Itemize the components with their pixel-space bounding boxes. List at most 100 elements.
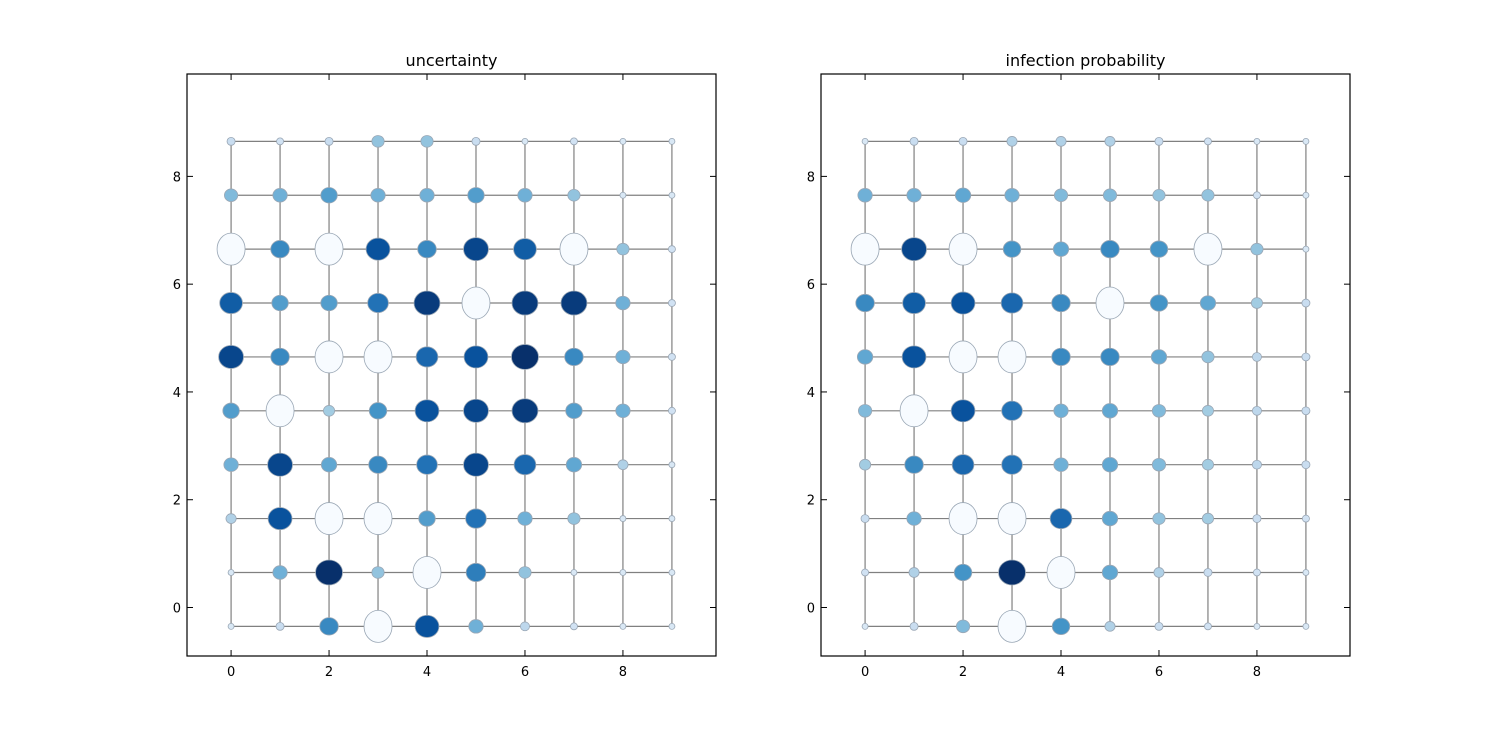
node-marker <box>1193 232 1223 266</box>
node-marker <box>1100 240 1120 259</box>
y-tick-label: 8 <box>173 170 181 185</box>
node-marker <box>420 135 434 148</box>
node-marker <box>225 513 237 524</box>
node-marker <box>222 402 240 419</box>
node-marker <box>559 232 589 266</box>
node-marker <box>619 191 627 199</box>
node-marker <box>1101 457 1119 473</box>
node-marker <box>997 609 1027 643</box>
node-marker <box>416 454 438 475</box>
y-tick-label: 0 <box>173 602 181 617</box>
node-marker <box>567 188 581 202</box>
node-marker <box>1251 405 1262 416</box>
node-marker <box>668 137 676 145</box>
node-marker <box>1301 352 1311 362</box>
node-marker <box>857 188 873 203</box>
node-marker <box>619 569 627 576</box>
node-marker <box>861 137 869 145</box>
node-marker <box>323 405 336 417</box>
node-marker <box>668 191 676 199</box>
node-marker <box>1049 508 1073 530</box>
node-marker <box>1101 403 1119 419</box>
node-marker <box>667 406 676 415</box>
node-marker <box>1101 564 1119 581</box>
node-marker <box>954 187 972 203</box>
node-marker <box>953 563 973 582</box>
node-marker <box>461 286 491 320</box>
node-marker <box>1152 512 1166 525</box>
x-tick-label: 4 <box>1057 665 1065 680</box>
node-marker <box>667 353 676 361</box>
x-tick-label: 2 <box>325 665 333 680</box>
node-marker <box>667 245 676 254</box>
node-marker <box>517 511 533 526</box>
node-marker <box>467 187 485 204</box>
node-marker <box>616 242 630 256</box>
node-marker <box>668 461 676 469</box>
node-marker <box>570 569 578 576</box>
node-marker <box>617 459 629 470</box>
y-tick-label: 6 <box>173 278 181 293</box>
node-marker <box>272 565 288 580</box>
node-marker <box>412 556 442 589</box>
lattice-lines <box>230 140 673 627</box>
node-marker <box>363 502 393 535</box>
node-marker <box>1046 556 1076 589</box>
axes-frame <box>820 73 1351 657</box>
node-marker <box>320 187 338 204</box>
node-marker <box>227 569 235 576</box>
node-marker <box>1051 617 1071 635</box>
node-marker <box>1302 569 1310 576</box>
node-marker <box>570 137 578 146</box>
node-marker <box>998 559 1026 586</box>
node-marker <box>1301 298 1311 308</box>
y-tick-label: 4 <box>173 386 181 401</box>
node-marker <box>1253 191 1261 200</box>
node-marker <box>1006 136 1018 147</box>
node-marker <box>414 399 440 423</box>
node-marker <box>371 566 385 579</box>
y-tick-label: 2 <box>173 494 181 509</box>
node-marker <box>1149 294 1169 312</box>
node-marker <box>513 238 537 261</box>
node-marker <box>861 568 870 577</box>
node-marker <box>1102 188 1118 202</box>
node-marker <box>901 345 927 369</box>
node-marker <box>517 188 533 203</box>
node-marker <box>619 137 627 145</box>
node-marker <box>521 137 529 145</box>
node-marker <box>615 295 631 311</box>
node-marker <box>1151 457 1167 472</box>
x-tick-label: 6 <box>1155 665 1163 680</box>
node-marker <box>909 137 919 146</box>
node-marker <box>272 188 288 203</box>
node-marker <box>1152 188 1166 202</box>
node-marker <box>1204 622 1212 631</box>
node-marker <box>565 457 583 473</box>
node-marker <box>901 237 927 262</box>
node-marker <box>1302 245 1310 253</box>
node-marker <box>1149 240 1169 258</box>
node-marker <box>320 457 338 473</box>
node-marker <box>1302 191 1310 199</box>
node-marker <box>275 622 285 631</box>
node-marker <box>850 232 880 266</box>
node-marker <box>513 454 537 476</box>
node-marker <box>1151 404 1167 418</box>
node-marker <box>265 394 295 428</box>
node-marker <box>909 622 919 631</box>
panel-title: infection probability <box>1006 51 1166 70</box>
node-marker <box>314 502 344 535</box>
node-marker <box>223 457 239 472</box>
node-marker <box>1253 622 1261 630</box>
node-marker <box>511 398 539 424</box>
node-marker <box>224 188 239 202</box>
node-marker <box>860 514 870 523</box>
x-tick-label: 0 <box>861 665 869 680</box>
node-marker <box>368 455 388 474</box>
axes-frame <box>186 73 717 657</box>
node-marker <box>314 232 344 266</box>
node-marker <box>948 232 978 266</box>
node-marker <box>465 508 487 529</box>
